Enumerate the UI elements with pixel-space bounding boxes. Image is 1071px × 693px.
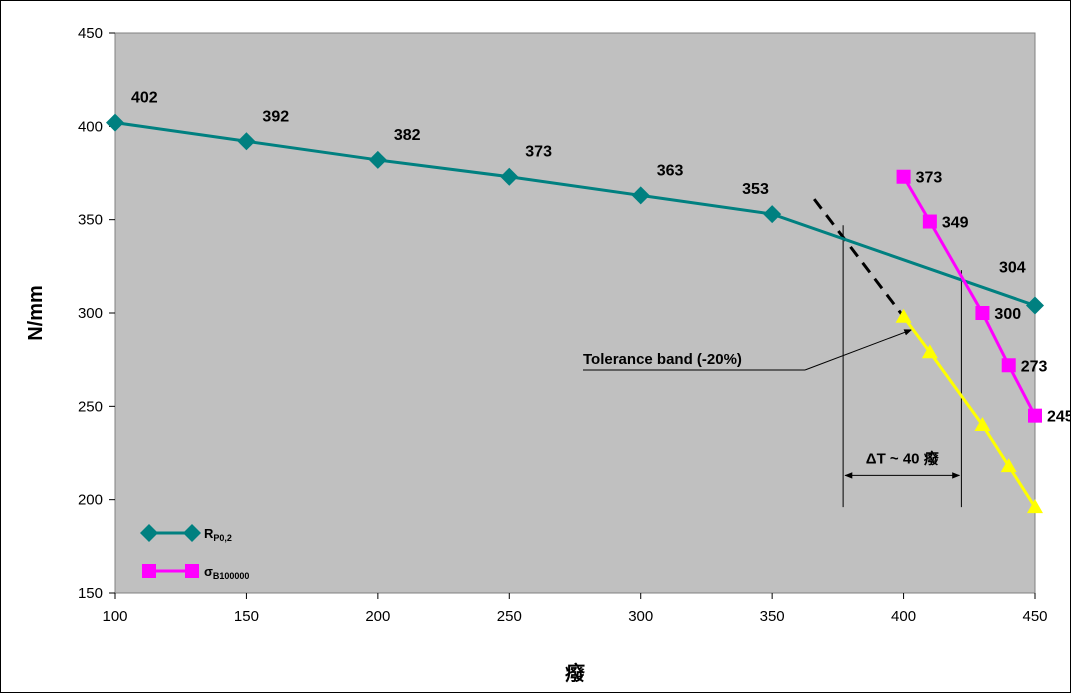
legend-item: RP0,2 [140,524,232,543]
y-tick-label: 300 [78,305,103,322]
data-point [922,214,937,229]
data-point [763,205,782,224]
data-point [237,132,256,151]
data-label: 382 [394,127,421,144]
data-label: 300 [994,306,1021,323]
data-label: 363 [657,162,684,179]
data-label: 304 [999,260,1026,277]
data-label: 349 [942,215,969,232]
data-point [1028,408,1042,423]
y-axis: 150 200 250 300 350 400 450 [78,25,115,602]
data-point [368,150,387,169]
legend-label: σB100000 [204,564,249,581]
x-tick-label: 100 [102,608,127,625]
plot-area [114,32,1036,594]
legend-label-main: R [204,526,214,541]
legend-label-subscript: B100000 [213,571,250,581]
delta-t-label: ΔT ~ 40 癈 [866,449,940,467]
legend: RP0,2 σB100000 [140,524,249,581]
data-label: 273 [1021,358,1048,375]
data-point [1000,458,1017,473]
data-point [896,169,911,184]
data-point [106,113,124,132]
data-point [895,308,912,323]
data-point [631,186,650,205]
legend-label-subscript: P0,2 [213,533,232,543]
tolerance-dashed-line [813,198,905,318]
data-point [974,417,991,431]
data-label: 245 [1047,409,1071,426]
series-2: 373 349 300 273 245 [896,169,1071,426]
data-point [500,167,519,186]
x-tick-label: 300 [628,608,653,625]
data-label: 373 [525,144,552,161]
x-tick-label: 350 [760,608,785,625]
legend-marker-right [185,564,199,578]
data-point [1026,296,1044,315]
x-tick-label: 250 [497,608,522,625]
data-label: 353 [742,181,769,198]
legend-marker-left [140,524,158,542]
y-tick-label: 350 [78,212,103,229]
y-tick-label: 200 [78,492,103,509]
y-axis-title: N/mm [25,285,47,341]
x-axis-title: 癈 [565,661,586,685]
x-tick-label: 450 [1022,608,1047,625]
y-tick-label: 400 [78,118,103,135]
series-3 [895,308,1043,514]
tolerance-arrow [804,329,913,371]
data-point [1027,499,1043,514]
x-tick-label: 400 [891,608,916,625]
x-axis: 100 150 200 250 300 350 400 450 [102,593,1048,625]
legend-item: σB100000 [142,564,249,581]
data-label: 402 [131,90,158,107]
y-tick-label: 450 [78,25,103,42]
legend-label-main: σ [204,564,213,579]
data-label: 392 [262,108,289,125]
data-point [975,306,990,320]
tolerance-band-label: Tolerance band (-20%) [583,351,742,368]
legend-marker-left [142,564,156,578]
annotations: Tolerance band (-20%) ΔT ~ 40 癈 [583,198,962,508]
y-tick-label: 150 [78,585,103,602]
x-tick-label: 200 [365,608,390,625]
legend-marker-right [183,524,201,542]
data-label: 373 [916,170,943,187]
legend-label: RP0,2 [204,526,232,543]
y-tick-label: 250 [78,398,103,415]
data-point [1001,358,1016,373]
series-1: 402 392 382 373 363 353 304 [106,90,1044,315]
series-layer: 402 392 382 373 363 353 304 373 349 300 273 245 [106,90,1071,514]
x-tick-label: 150 [234,608,259,625]
data-point [921,344,938,359]
